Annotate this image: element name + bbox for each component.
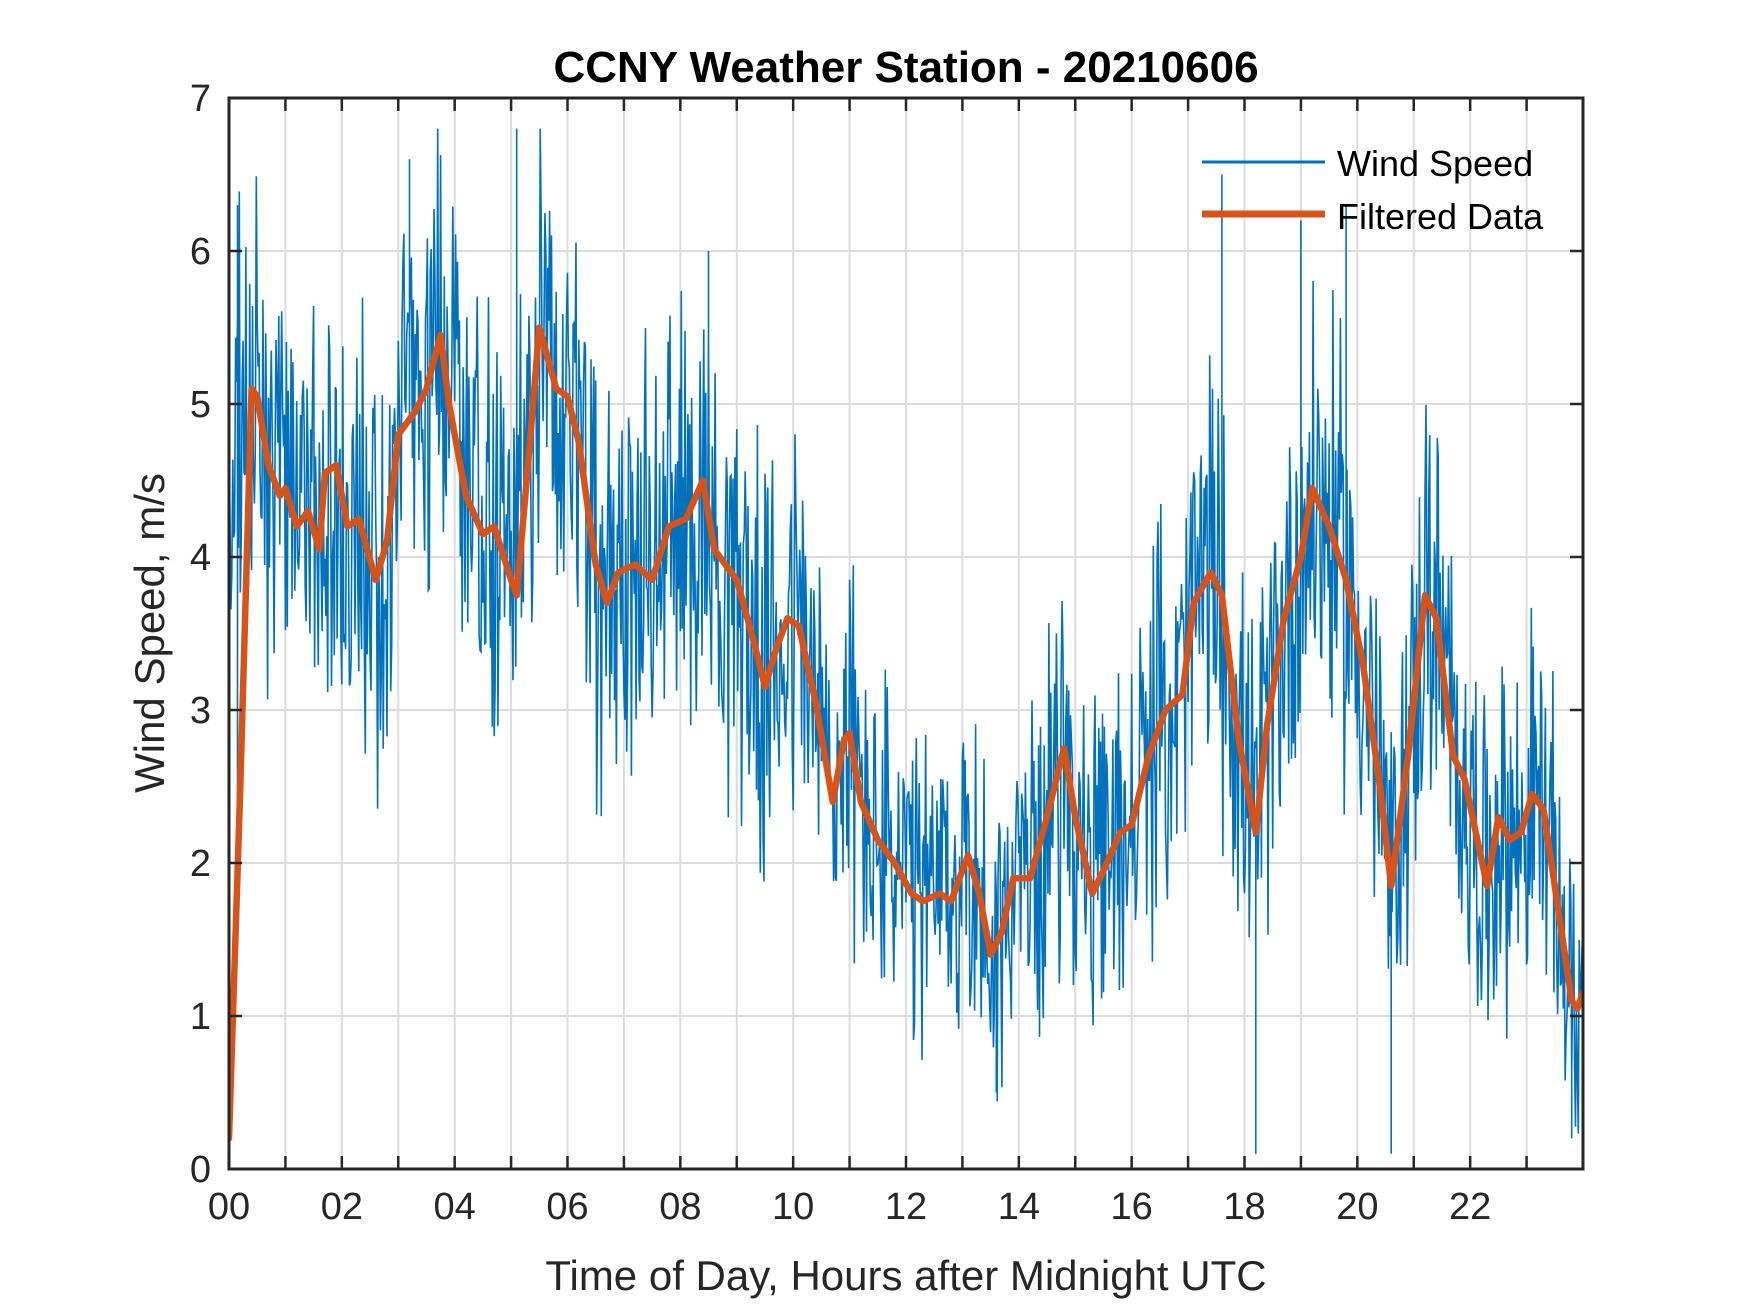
y-tick-label: 7 [190, 78, 211, 120]
y-tick-label: 6 [190, 231, 211, 273]
x-tick-label: 06 [546, 1186, 588, 1228]
legend-label-filtered-data: Filtered Data [1337, 196, 1544, 237]
y-tick-label: 4 [190, 537, 211, 579]
y-tick-label: 2 [190, 843, 211, 885]
x-tick-labels: 00 02 04 06 08 10 12 14 16 18 20 22 [208, 1186, 1491, 1228]
x-tick-label: 00 [208, 1186, 250, 1228]
x-tick-label: 04 [434, 1186, 476, 1228]
x-tick-label: 10 [772, 1186, 814, 1228]
y-tick-label: 1 [190, 996, 211, 1038]
y-tick-label: 5 [190, 384, 211, 426]
chart-title: CCNY Weather Station - 20210606 [553, 43, 1258, 92]
series-line-wind-speed [229, 128, 1583, 1154]
y-tick-labels: 0 1 2 3 4 5 6 7 [190, 78, 211, 1191]
y-tick-label: 3 [190, 690, 211, 732]
x-tick-label: 18 [1223, 1186, 1265, 1228]
x-tick-label: 02 [321, 1186, 363, 1228]
y-axis-label: Wind Speed, m/s [126, 473, 173, 793]
x-tick-label: 12 [885, 1186, 927, 1228]
legend: Wind Speed Filtered Data [1202, 143, 1544, 237]
x-tick-label: 16 [1111, 1186, 1153, 1228]
tick-marks [227, 96, 1585, 1171]
x-tick-label: 08 [659, 1186, 701, 1228]
x-tick-label: 20 [1336, 1186, 1378, 1228]
x-tick-label: 14 [998, 1186, 1040, 1228]
y-tick-label: 0 [190, 1149, 211, 1191]
series-line-filtered-data [229, 324, 1583, 1142]
x-tick-label: 22 [1449, 1186, 1491, 1228]
x-axis-label: Time of Day, Hours after Midnight UTC [545, 1252, 1266, 1299]
legend-label-wind-speed: Wind Speed [1337, 143, 1533, 184]
